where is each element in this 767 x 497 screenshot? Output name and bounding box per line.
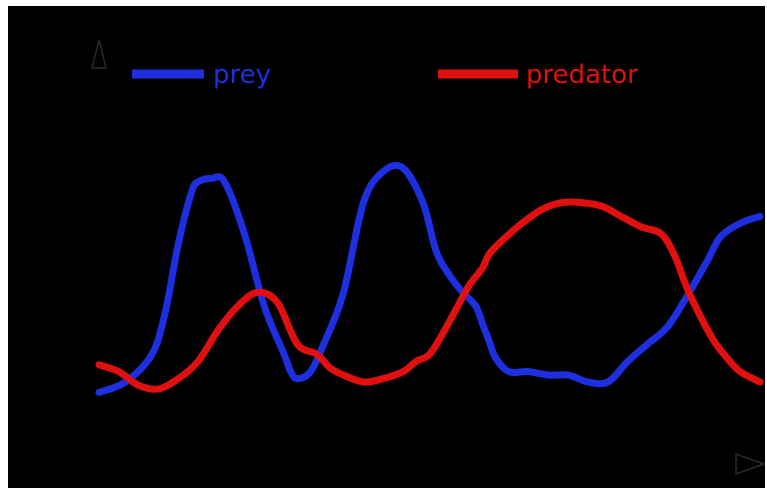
- x-axis-arrow-icon: [735, 452, 765, 476]
- series-line-predator: [95, 198, 764, 393]
- legend: prey predator: [132, 60, 638, 90]
- chart-frame: prey predator: [8, 6, 765, 488]
- y-axis-arrow-icon: [91, 39, 107, 69]
- series-layer: [95, 161, 764, 396]
- legend-label-predator: predator: [526, 60, 638, 90]
- line-chart: prey predator: [91, 39, 765, 476]
- series-line-prey: [95, 161, 764, 396]
- axes: [91, 39, 765, 476]
- legend-label-prey: prey: [213, 60, 271, 90]
